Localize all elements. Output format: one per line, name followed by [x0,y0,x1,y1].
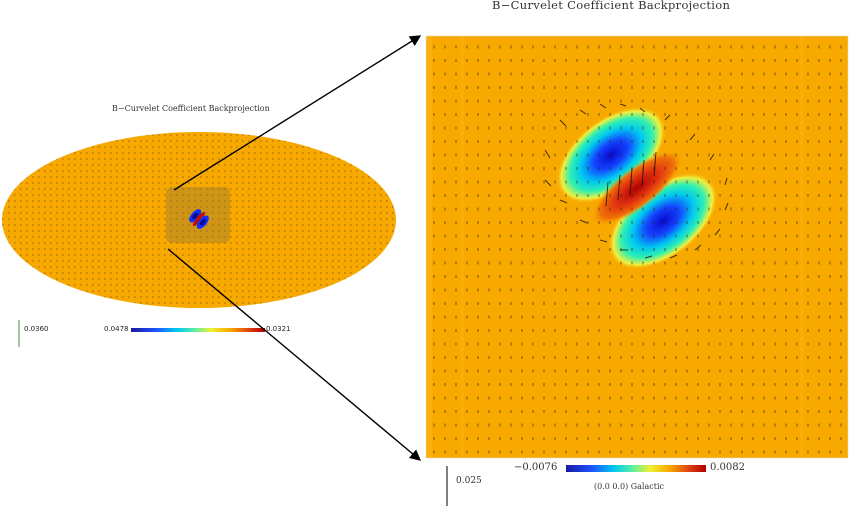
zoom-panel [425,35,849,459]
left-colorbar-max: 0.0321 [266,325,291,333]
left-map-title: B−Curvelet Coefficient Backprojection [112,104,270,113]
left-colorbar-min: 0.0478 [104,325,129,333]
polarization-vectors [544,103,729,259]
zoom-coords-label: (0.0 0.0) Galactic [594,482,664,491]
left-colorbar [131,328,265,332]
zoom-scale-value: 0.025 [456,476,482,486]
zoom-map-title: B−Curvelet Coefficient Backprojection [492,0,731,12]
zoom-arrow-top [173,35,422,191]
zoom-arrow-bottom [167,248,422,461]
mollweide-map [2,132,396,308]
mini-curvelet-blob [189,209,209,229]
zoom-colorbar [566,465,706,472]
zoom-colorbar-min: −0.0076 [514,462,558,473]
left-scale-value: 0.0360 [24,325,49,333]
zoom-colorbar-max: 0.0082 [710,462,745,473]
